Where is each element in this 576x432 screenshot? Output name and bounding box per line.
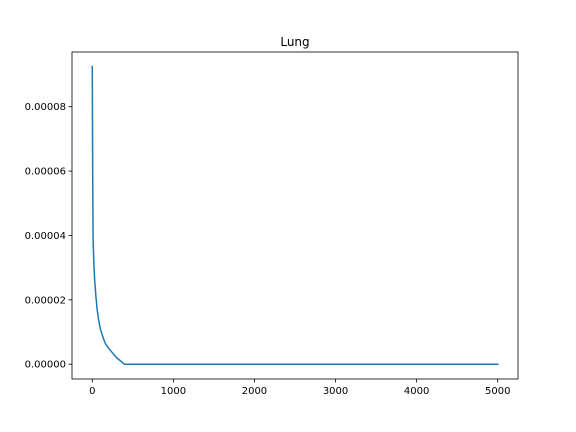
x-tick-label: 0: [89, 386, 95, 397]
y-tick-label: 0.00008: [25, 102, 66, 113]
y-tick-label: 0.00002: [25, 295, 66, 306]
y-tick-label: 0.00006: [25, 167, 66, 178]
x-tick-label: 3000: [323, 386, 348, 397]
y-axis: 0.00000 0.00002 0.00004 0.00006 0.00008: [25, 102, 72, 371]
y-tick-label: 0.00004: [25, 231, 66, 242]
plot-area-background: [72, 52, 518, 379]
x-axis: 0 1000 2000 3000 4000 5000: [89, 379, 510, 397]
chart-title: Lung: [280, 35, 309, 49]
series-layer: [91, 65, 499, 365]
x-tick-label: 2000: [242, 386, 267, 397]
x-tick-label: 5000: [485, 386, 510, 397]
x-tick-label: 4000: [404, 386, 429, 397]
x-tick-label: 1000: [161, 386, 186, 397]
plot-frame: [71, 51, 519, 380]
y-tick-label: 0.00000: [25, 360, 66, 371]
series-line-lung: [91, 65, 499, 365]
